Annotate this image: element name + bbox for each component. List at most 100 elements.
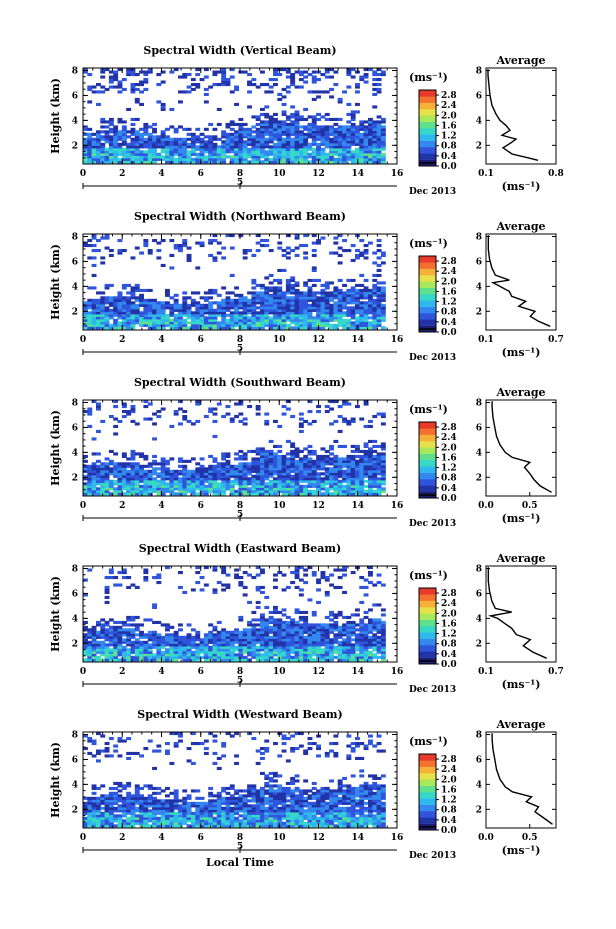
heatmap-cell [247,653,252,657]
heatmap-cell [281,253,287,257]
heatmap-cell [294,447,300,451]
heatmap-cell [342,477,347,481]
average-title: Average [495,386,545,399]
heatmap-cell [294,474,300,478]
heatmap-cell [104,125,110,129]
heatmap-cell [190,489,196,493]
heatmap-cell [173,487,179,491]
heatmap-cell [208,635,214,639]
heatmap-cell [363,132,369,136]
heatmap-cell [363,75,369,79]
heatmap-cell [368,447,373,451]
heatmap-cell [165,157,170,161]
heatmap-cell [91,316,97,320]
heatmap-cell [178,640,183,644]
heatmap-cell [281,303,287,307]
heatmap-cell [117,142,123,146]
heatmap-cell [182,311,188,315]
heatmap-cell [355,152,360,156]
heatmap-cell [216,630,222,634]
heatmap-cell [238,583,244,587]
heatmap-cell [372,316,378,320]
colorbar-swatch [419,472,436,480]
heatmap-cell [376,142,382,146]
heatmap-cell [208,313,214,317]
heatmap-cell [376,308,382,312]
heatmap-cell [169,635,175,639]
heatmap-cell [251,130,257,134]
heatmap-cell [229,246,235,250]
heatmap-cell [320,459,326,463]
heatmap-cell [169,479,175,483]
heatmap-cell [273,648,278,652]
heatmap-cell [311,278,317,282]
heatmap-cell [363,462,369,466]
heatmap-cell [108,80,114,84]
heatmap-cell [160,155,166,159]
x-tick-label: 0 [80,169,86,179]
heatmap-cell [376,459,382,463]
heatmap-cell [100,618,106,622]
heatmap-cell [165,288,170,292]
heatmap-cell [208,482,214,486]
heatmap-cell [238,318,244,322]
heatmap-cell [91,643,97,647]
heatmap-cell [126,318,132,322]
heatmap-cell [165,321,170,325]
heatmap-cell [229,303,235,307]
heatmap-cell [238,482,244,486]
heatmap-cell [182,472,188,476]
heatmap-cell [303,653,309,657]
heatmap-cell [294,484,300,488]
heatmap-cell [329,293,334,297]
heatmap-cell [255,650,261,654]
heatmap-cell [324,469,330,473]
heatmap-cell [264,469,270,473]
heatmap-cell [199,638,205,642]
heatmap-cell [234,576,239,580]
heatmap-cell [156,482,162,486]
heatmap-cell [147,645,153,649]
heatmap-cell [372,469,378,473]
heatmap-cell [376,301,382,305]
heatmap-cell [255,132,261,136]
heatmap-cell [238,658,244,662]
heatmap-cell [363,73,369,77]
heatmap-cell [290,311,296,315]
heatmap-cell [285,477,291,481]
heatmap-cell [324,296,330,300]
heatmap-cell [96,633,101,637]
heatmap-cell [212,487,218,491]
heatmap-cell [134,306,140,310]
heatmap-cell [113,296,119,300]
heatmap-cell [130,326,136,330]
heatmap-cell [368,462,373,466]
heatmap-cell [273,633,278,637]
colorbar-frame [418,89,437,167]
heatmap-cell [234,479,239,483]
heatmap-cell [316,127,321,131]
heatmap-cell [242,585,248,589]
heatmap-cell [203,648,209,652]
heatmap-cell [83,625,88,629]
heatmap-cell [126,283,132,287]
heatmap-cell [285,318,291,322]
heatmap-cell [333,492,339,496]
x-tick-label: 4 [158,335,164,345]
heatmap-cell [195,645,201,649]
heatmap-cell [363,308,369,312]
heatmap-cell [143,306,149,310]
heatmap-cell [104,658,110,662]
heatmap-cell [260,467,265,471]
heatmap-cell [121,576,127,580]
heatmap-cell [337,301,343,305]
heatmap-cell [368,291,373,295]
heatmap-cell [307,323,313,327]
heatmap-cell [255,122,261,126]
heatmap-cell [264,623,270,627]
heatmap-cell [117,628,123,632]
heatmap-cell [260,142,265,146]
heatmap-cell [229,323,235,327]
heatmap-cell [307,73,313,77]
heatmap-cell [208,645,214,649]
